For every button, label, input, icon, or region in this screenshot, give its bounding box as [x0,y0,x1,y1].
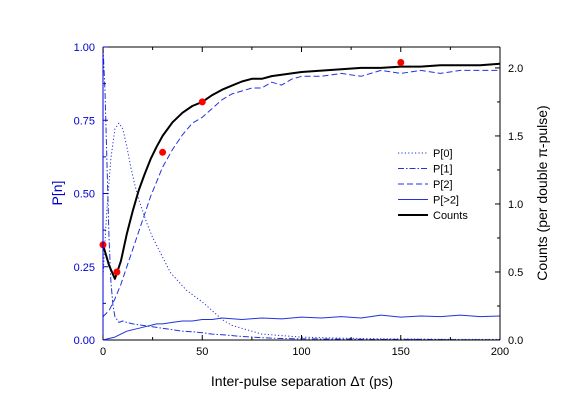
series-line-4 [102,314,501,341]
legend-label: P[2] [433,179,453,191]
y-left-tick-label: 0.50 [74,189,95,201]
x-tick-label: 100 [292,346,310,358]
legend-label: P[0] [433,148,453,160]
series-line-2 [102,46,500,341]
x-tick-label: 200 [491,346,509,358]
y-axis-title-right: Counts (per double π-pulse) [534,105,550,280]
x-axis-title: Inter-pulse separation Δτ (ps) [211,373,393,389]
x-tick-label: 150 [392,346,410,358]
y-axis-title-left: P[n] [49,181,65,206]
y-right-tick-label: 1.0 [508,199,523,211]
plot-area [103,47,500,340]
counts-marker [198,98,206,106]
y-left-tick-label: 0.25 [74,262,95,274]
series-line-5 [102,62,501,280]
y-left-tick-label: 0.00 [74,335,95,347]
y-right-tick-label: 2.0 [508,63,523,75]
axis-layer: 0 50 100 150 200 0.00 0.25 0.50 0.75 1.00 0.0 0.5 1.… [74,42,524,358]
y-right-tick-label: 0.5 [508,267,523,279]
y-right-tick-label: 1.5 [508,131,523,143]
x-tick-label: 0 [100,346,106,358]
y-right-tick-label: 0.0 [508,335,523,347]
series-line-3 [102,69,500,317]
series-layer [102,46,501,341]
legend-label: P[>2] [433,195,459,207]
legend-label: P[1] [433,164,453,176]
counts-marker [159,148,167,156]
y-left-tick-label: 0.75 [74,115,95,127]
series-line-1 [102,122,500,340]
y-left-tick-label: 1.00 [74,42,95,54]
counts-marker [113,268,121,276]
legend: P[0] P[1] P[2] P[>2] Counts [398,148,468,222]
counts-marker [397,59,405,66]
x-tick-label: 50 [196,346,208,358]
legend-label: Counts [433,210,468,222]
